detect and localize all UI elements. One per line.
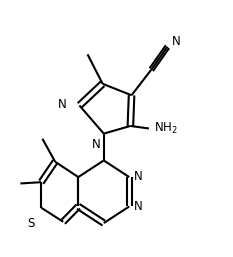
Text: N: N	[92, 138, 100, 151]
Text: N: N	[134, 200, 143, 213]
Text: S: S	[27, 217, 34, 230]
Text: N: N	[58, 98, 67, 112]
Text: N: N	[172, 35, 181, 48]
Text: N: N	[134, 170, 143, 183]
Text: NH$_2$: NH$_2$	[154, 121, 177, 136]
